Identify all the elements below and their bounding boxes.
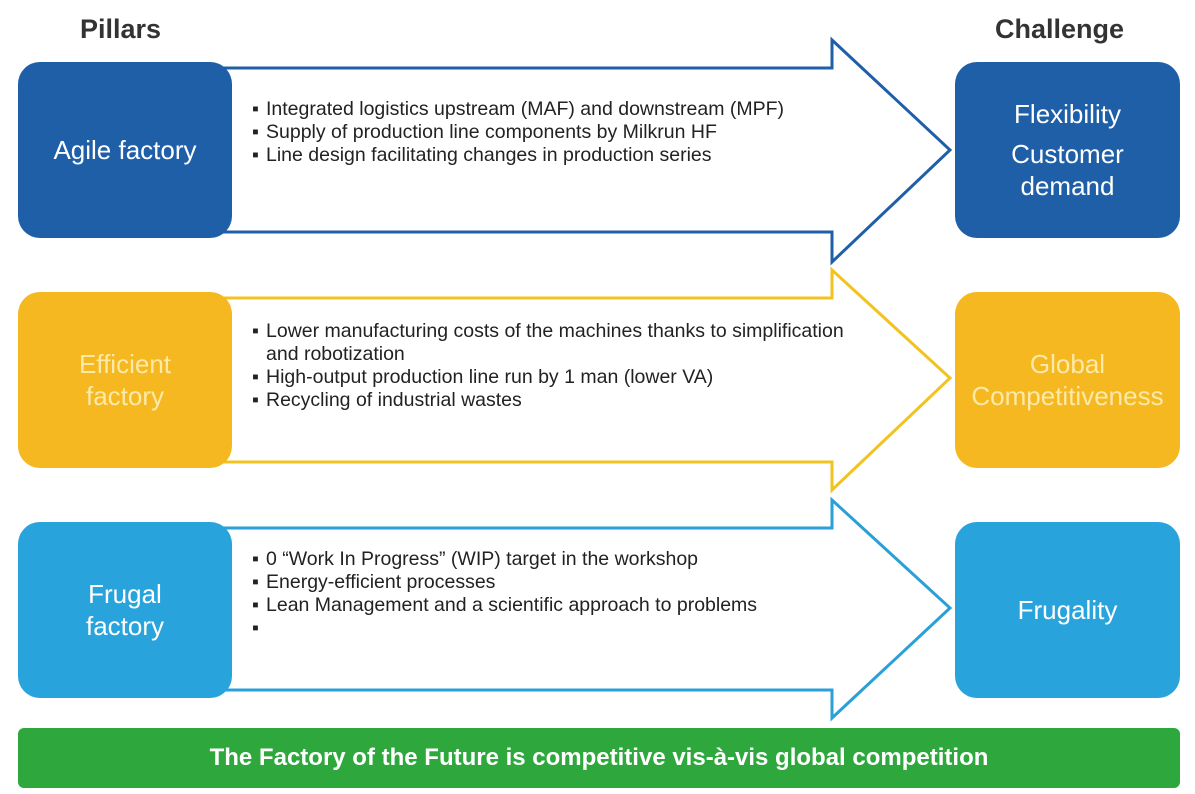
bullet-item: High-output production line run by 1 man… xyxy=(252,366,852,389)
header-right: Challenge xyxy=(995,14,1125,44)
bullet-item: Lean Management and a scientific approac… xyxy=(252,594,852,617)
challenge-label: Frugality xyxy=(1017,595,1118,625)
bullet-item: Line design facilitating changes in prod… xyxy=(252,144,852,167)
footer-text: The Factory of the Future is competitive… xyxy=(209,744,989,771)
bullet-item: Integrated logistics upstream (MAF) and … xyxy=(252,98,852,121)
bullet-item: Energy-efficient processes xyxy=(252,571,852,594)
bullet-item: 0 “Work In Progress” (WIP) target in the… xyxy=(252,548,852,571)
bullet-list: Integrated logistics upstream (MAF) and … xyxy=(252,98,852,167)
pillar-label: Agile factory xyxy=(53,135,197,165)
bullet-item: Lower manufacturing costs of the machine… xyxy=(252,320,852,366)
bullet-list: 0 “Work In Progress” (WIP) target in the… xyxy=(252,548,852,640)
pillar-box: Frugal factory xyxy=(18,522,232,698)
pillar-box: Efficient factory xyxy=(18,292,232,468)
challenge-box: Frugality xyxy=(955,522,1180,698)
challenge-box: Global Competitiveness xyxy=(955,292,1180,468)
bullet-list: Lower manufacturing costs of the machine… xyxy=(252,320,852,412)
bullet-item: Supply of production line components by … xyxy=(252,121,852,144)
header-left: Pillars xyxy=(80,14,162,44)
challenge-label: Flexibility xyxy=(1014,99,1121,129)
challenge-box: Flexibility Customer demand xyxy=(955,62,1180,238)
footer-banner: The Factory of the Future is competitive… xyxy=(18,728,1180,788)
challenge-label: Global Competitiveness xyxy=(971,349,1164,411)
pillar-box: Agile factory xyxy=(18,62,232,238)
pillar-label: Frugal factory xyxy=(85,579,165,641)
bullet-item: Recycling of industrial wastes xyxy=(252,389,852,412)
challenge-label: Customer demand xyxy=(1011,139,1124,201)
pillar-label: Efficient factory xyxy=(78,349,171,411)
